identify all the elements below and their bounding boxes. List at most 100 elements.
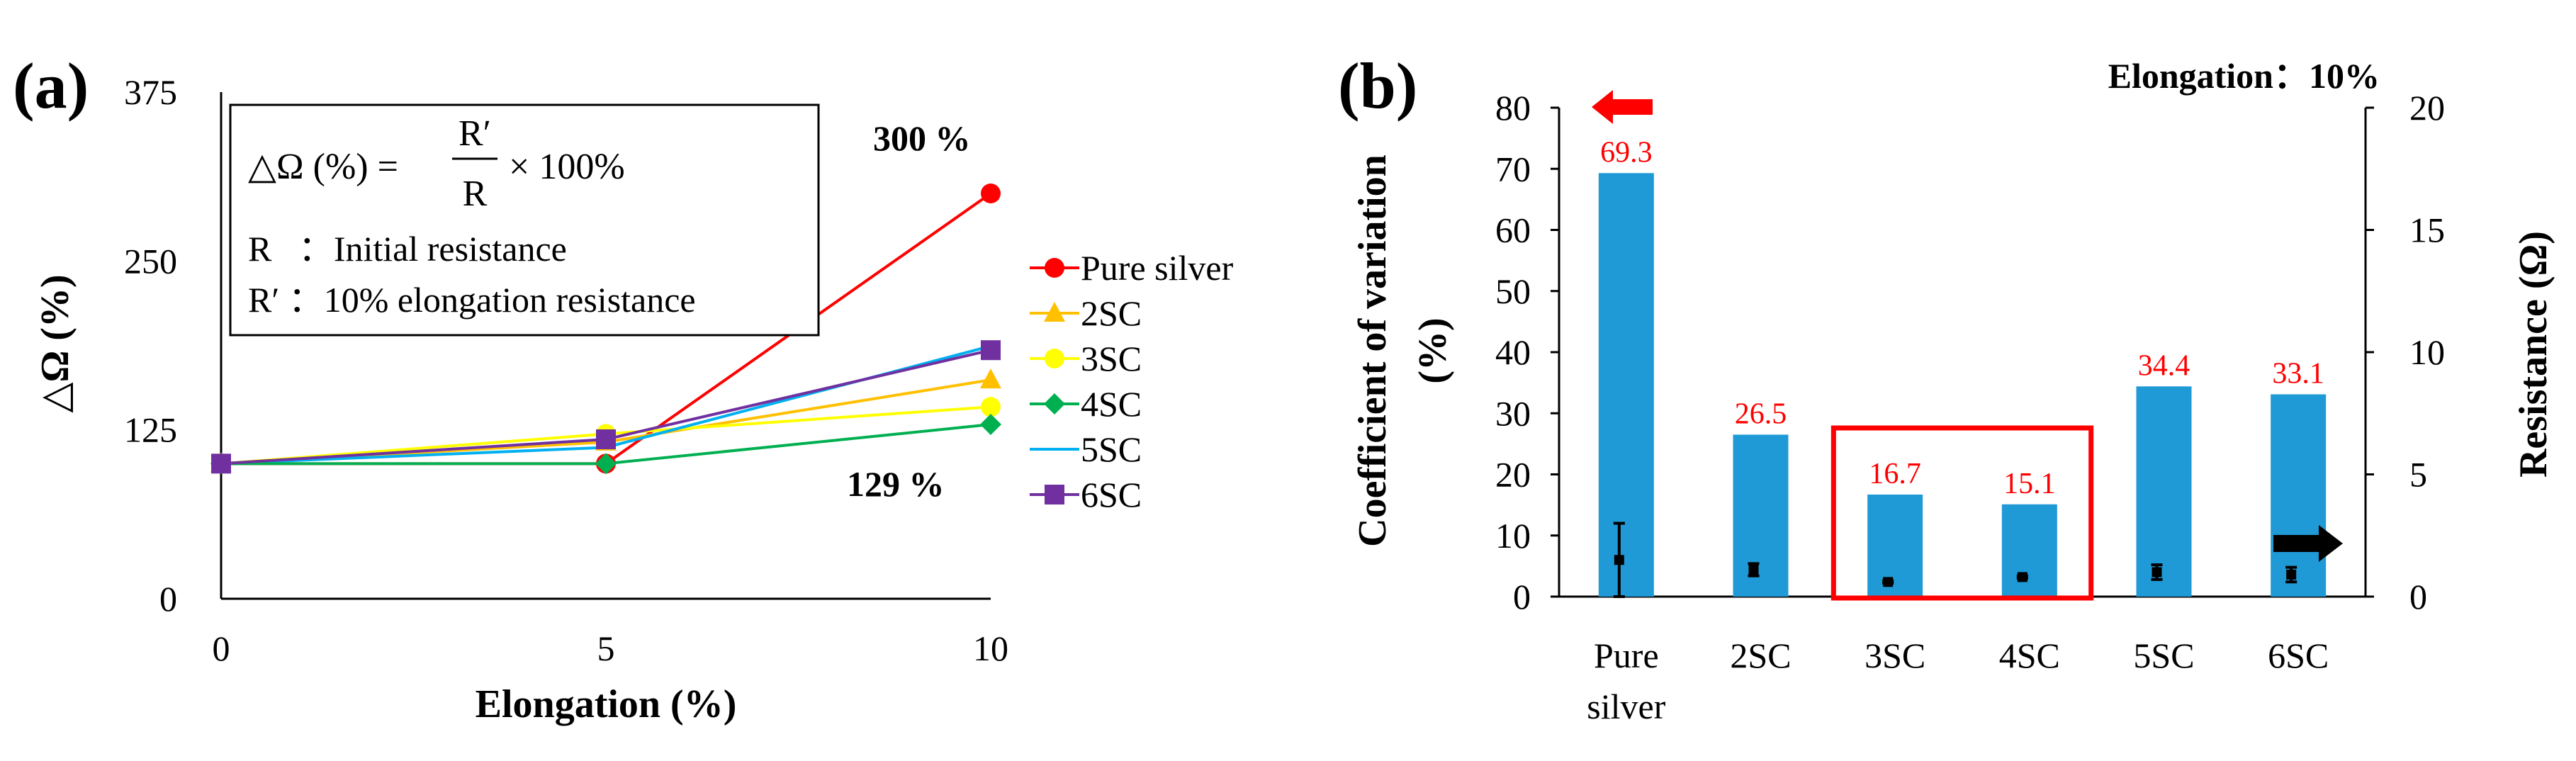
panel-b-category-labels: Pure silver 2SC 3SC 4SC 5SC 6SC <box>1587 636 2329 726</box>
legend-marker <box>1044 393 1065 415</box>
formula-line-elongation: R′ ：10% elongation resistance <box>248 280 696 320</box>
legend-label: 3SC <box>1081 339 1142 378</box>
legend-marker <box>1045 258 1064 278</box>
resistance-point <box>1748 565 1759 575</box>
series-point-2sc <box>980 368 1001 389</box>
panel-b-title: Elongation：10% <box>2108 56 2380 96</box>
legend-label: 6SC <box>1081 475 1142 514</box>
panel-a-y-tick-label: 250 <box>124 241 177 281</box>
formula-line-initial: R ：Initial resistance <box>248 229 567 269</box>
panel-a-y-axis-title: △Ω (%) <box>33 274 77 412</box>
panel-b-left-tick-label: 30 <box>1495 393 1531 433</box>
panel-b-left-tick-label: 60 <box>1495 210 1531 250</box>
left-arrow-head <box>1592 90 1613 124</box>
panel-a-y-tick-label: 125 <box>124 410 177 450</box>
panel-b-left-tick-label: 80 <box>1495 88 1531 128</box>
right-arrow-head <box>2319 525 2343 562</box>
panel-b-category-label: 6SC <box>2268 636 2329 675</box>
panel-a-series <box>210 184 1001 475</box>
formula-lhs: △Ω (%) = <box>248 147 398 187</box>
panel-a-x-axis-title: Elongation (%) <box>476 682 737 726</box>
bar-pure-silver <box>1598 173 1654 597</box>
panel-a-y-tick-label: 0 <box>159 579 177 619</box>
panel-a-x-ticks: 0 5 10 <box>213 628 1009 668</box>
panel-b-left-ticks: 0 10 20 30 40 50 60 70 80 <box>1495 88 1559 616</box>
panel-b-right-tick-label: 5 <box>2409 455 2427 495</box>
resistance-point <box>2152 567 2162 577</box>
panel-b-right-tick-label: 20 <box>2409 88 2445 128</box>
resistance-point <box>2286 569 2297 580</box>
panel-b-resistance-points <box>1613 522 2297 598</box>
legend-label: Pure silver <box>1081 248 1234 288</box>
legend-label: 5SC <box>1081 429 1142 469</box>
formula-rhs: × 100% <box>509 147 625 187</box>
panel-b-category-label: 5SC <box>2133 636 2194 675</box>
bar-4sc <box>2001 504 2057 597</box>
panel-b-category-label: Pure <box>1594 636 1659 675</box>
annotation-129-percent: 129 % <box>847 464 945 504</box>
bar-2sc <box>1733 434 1789 597</box>
series-point-3sc <box>981 397 1001 417</box>
left-axis-arrow <box>1592 90 1653 124</box>
panel-b-right-tick-label: 10 <box>2409 332 2445 372</box>
series-point-pure-silver <box>981 184 1001 203</box>
legend-marker <box>1045 349 1064 368</box>
panel-b-left-tick-label: 40 <box>1495 332 1531 372</box>
panel-a-label: (a) <box>13 50 89 122</box>
left-arrow-shaft <box>1607 99 1653 115</box>
panel-b-left-axis-title-line2: (%) <box>1411 317 1455 383</box>
series-point-6sc <box>596 429 616 450</box>
panel-a-y-tick-label: 375 <box>124 72 177 112</box>
series-point-6sc <box>211 453 231 474</box>
right-axis-arrow <box>2273 525 2343 562</box>
bar-value-label: 34.4 <box>2138 349 2190 382</box>
panel-b-right-tick-label: 0 <box>2409 577 2427 616</box>
right-arrow-shaft <box>2273 535 2324 552</box>
panel-b-right-tick-label: 15 <box>2409 210 2445 250</box>
legend-marker <box>1045 485 1064 504</box>
formula-denominator: R <box>463 174 488 214</box>
panel-b-category-label: 3SC <box>1864 636 1925 675</box>
bar-5sc <box>2136 386 2192 597</box>
panel-b-left-tick-label: 50 <box>1495 271 1531 311</box>
bar-value-label: 69.3 <box>1600 136 1653 169</box>
bar-value-label: 15.1 <box>2003 468 2056 500</box>
annotation-300-percent: 300 % <box>873 118 971 158</box>
bar-value-label: 26.5 <box>1735 398 1787 430</box>
series-point-4sc <box>595 453 617 475</box>
formula-numerator: R′ <box>459 113 491 154</box>
panel-b-label: (b) <box>1338 50 1417 122</box>
formula-box: △Ω (%) = R′ R × 100% R ：Initial resistan… <box>229 103 820 337</box>
formula-box-frame <box>229 103 820 337</box>
resistance-point <box>2017 572 2027 582</box>
panel-a-x-tick-label: 10 <box>973 628 1008 668</box>
legend-marker <box>1044 302 1065 322</box>
series-point-4sc <box>980 414 1001 436</box>
highlight-box-3sc-4sc <box>1830 425 2094 601</box>
panel-b-right-ticks: 0 5 10 15 20 <box>2366 88 2445 616</box>
panel-b-left-tick-label: 0 <box>1513 577 1531 616</box>
panel-a-y-ticks: 0 125 250 375 <box>124 72 177 619</box>
legend-label: 4SC <box>1081 384 1142 424</box>
bar-3sc <box>1867 494 1923 597</box>
panel-b-right-axis-title: Resistance (Ω) <box>2512 231 2555 478</box>
panel-b-bar-chart: (b) Elongation：10% 0 10 20 30 40 50 60 70 80 0 5 1… <box>1338 50 2555 726</box>
panel-a-line-chart: (a) 0 125 250 375 0 5 10 Elongation (%) △Ω (%… <box>13 50 1234 726</box>
series-line-2sc <box>220 378 991 466</box>
panel-a-legend: Pure silver 2SC 3SC 4SC 5SC 6SC <box>1030 248 1234 514</box>
bar-6sc <box>2271 394 2327 597</box>
panel-b-category-label: silver <box>1587 687 1665 726</box>
resistance-point <box>1883 577 1894 587</box>
panel-b-left-tick-label: 20 <box>1495 455 1531 495</box>
panel-b-category-label: 2SC <box>1730 636 1791 675</box>
panel-a-x-tick-label: 0 <box>213 628 230 668</box>
panel-b-left-tick-label: 10 <box>1495 516 1531 556</box>
panel-b-bars: 69.3 26.5 16.7 15.1 34.4 33.1 <box>1598 136 2327 597</box>
panel-b-category-label: 4SC <box>1999 636 2060 675</box>
panel-a-x-tick-label: 5 <box>597 628 615 668</box>
bar-value-label: 16.7 <box>1869 458 1921 490</box>
resistance-point <box>1614 555 1624 565</box>
series-point-6sc <box>981 340 1001 361</box>
panel-b-left-tick-label: 70 <box>1495 149 1531 188</box>
